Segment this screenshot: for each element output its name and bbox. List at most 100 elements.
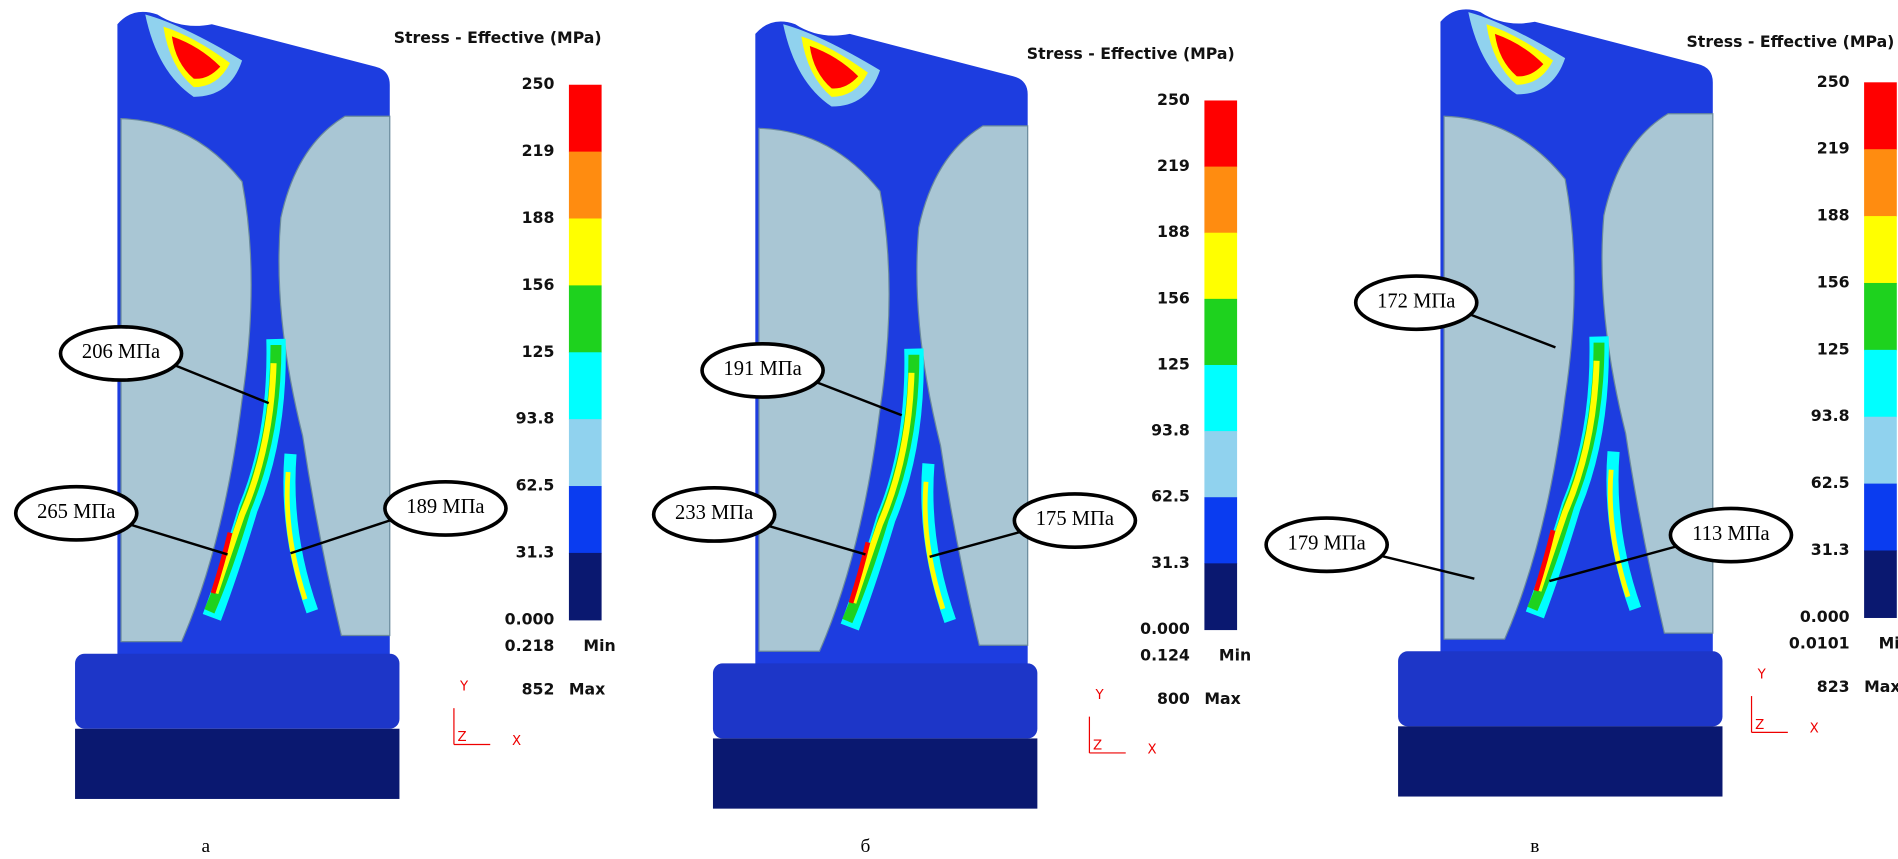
- axis-z-label: Z: [1093, 739, 1102, 754]
- annotation-label: 206 МПа: [82, 341, 160, 363]
- legend-tick-label: 31.3: [1151, 553, 1190, 572]
- stress-band: [1535, 360, 1600, 592]
- color-bar-segment: [568, 552, 602, 621]
- leader-line: [1549, 543, 1683, 583]
- lobe-left: [1443, 115, 1575, 640]
- legend-tick-label: 219: [1817, 139, 1850, 158]
- leader-line: [124, 521, 228, 556]
- color-bar-segment: [568, 84, 602, 153]
- color-bar-segment: [1864, 216, 1897, 284]
- legend-max-value: 800: [1157, 689, 1190, 708]
- lobe-left: [120, 118, 252, 643]
- axis-y-label: Y: [1757, 667, 1767, 682]
- hot-spot: [171, 36, 221, 79]
- legend-title: Stress - Effective (MPa): [1027, 44, 1235, 63]
- color-bar-segment: [1204, 497, 1238, 564]
- legend-tick-label: 188: [1157, 222, 1190, 241]
- legend-tick-label: 93.8: [1811, 406, 1850, 425]
- stress-band: [850, 372, 915, 604]
- annotation-label: 233 МПа: [675, 502, 753, 524]
- annotation-label: 175 МПа: [1036, 508, 1114, 530]
- annotation-label: 113 МПа: [1692, 523, 1769, 545]
- legend-tick-label: 93.8: [516, 409, 555, 428]
- panel: Stress - Effective (MPa) 250 219 188 156 125 9…: [1264, 9, 1898, 857]
- panel: Stress - Effective (MPa) 250 219 188 156 125 9…: [13, 11, 616, 857]
- leader-line: [1464, 311, 1556, 349]
- annotation-label: 191 МПа: [723, 358, 801, 380]
- legend-tick-label: 31.3: [1811, 540, 1850, 559]
- color-bar-segment: [568, 151, 602, 220]
- legend-title: Stress - Effective (MPa): [1687, 32, 1895, 51]
- leader-line: [929, 529, 1027, 559]
- legend-tick-label: 31.3: [516, 542, 555, 561]
- color-bar-segment: [1204, 100, 1238, 168]
- legend-tick-label: 62.5: [1811, 473, 1850, 492]
- legend-tick-label: 250: [522, 74, 555, 93]
- color-bar-segment: [568, 352, 602, 420]
- annotation-label: 265 МПа: [37, 501, 115, 523]
- legend-max-value: 823: [1817, 677, 1850, 696]
- base: [1398, 651, 1723, 727]
- legend-tick-label: 0.000: [505, 609, 555, 628]
- legend-tick-label: 125: [1157, 354, 1190, 373]
- legend-max-label: Max: [1204, 689, 1240, 708]
- legend-tick-label: 250: [1157, 90, 1190, 109]
- annotation-ellipse: [651, 486, 777, 543]
- leader-line: [810, 378, 903, 417]
- axis-x-label: X: [512, 734, 521, 749]
- legend-max-label: Max: [569, 680, 605, 699]
- legend-tick-label: 125: [522, 342, 555, 361]
- axis-y-label: Y: [1094, 688, 1104, 703]
- color-bar-segment: [1864, 416, 1897, 485]
- caption: б: [861, 836, 871, 857]
- legend-tick-label: 62.5: [516, 476, 555, 495]
- legend-tick-label: 156: [1817, 272, 1850, 291]
- annotation-ellipse: [1012, 492, 1138, 549]
- axis-z-label: Z: [1755, 718, 1764, 733]
- annotation-ellipse: [13, 484, 139, 542]
- color-bar-segment: [568, 285, 602, 353]
- stress-band: [848, 541, 871, 604]
- legend-tick-label: 188: [1817, 206, 1850, 225]
- legend-tick-label: 156: [1157, 288, 1190, 307]
- legend-tick-label: 125: [1817, 339, 1850, 358]
- fea-model: [1398, 9, 1723, 797]
- base: [75, 653, 400, 729]
- legend-tick-label: 188: [522, 208, 555, 227]
- fea-model: [712, 21, 1038, 809]
- panel: Stress - Effective (MPa) 250 219 188 156 125 9…: [651, 21, 1251, 857]
- leader-line: [169, 362, 270, 405]
- annotation-ellipse: [383, 479, 508, 537]
- annotation-label: 189 МПа: [406, 496, 484, 518]
- color-bar-segment: [568, 486, 602, 554]
- legend-max-value: 852: [522, 680, 555, 699]
- color-bar-segment: [1864, 149, 1897, 217]
- legend-max-label: Max: [1864, 677, 1898, 696]
- fea-model: [75, 11, 400, 799]
- leader-line: [290, 516, 398, 555]
- annotation-ellipse: [1353, 274, 1479, 332]
- leader-line: [1374, 553, 1475, 580]
- legend-tick-label: 250: [1817, 72, 1850, 91]
- legend-min-label: Min: [1219, 646, 1251, 665]
- base-bottom: [75, 728, 400, 799]
- stress-band: [1606, 451, 1642, 611]
- color-bar-segment: [568, 419, 602, 487]
- base-bottom: [712, 738, 1038, 809]
- lobe-left: [758, 127, 890, 652]
- legend-min-value: 0.0101: [1789, 634, 1850, 653]
- lobe-right: [278, 115, 391, 637]
- legend-tick-label: 0.000: [1140, 619, 1190, 638]
- color-bar-segment: [568, 218, 602, 286]
- leader-line: [762, 523, 866, 556]
- axis-z-label: Z: [458, 730, 467, 745]
- color-bar-segment: [1864, 82, 1897, 150]
- annotation-ellipse: [1264, 516, 1390, 574]
- color-bar-segment: [1204, 364, 1238, 432]
- stress-band: [284, 471, 308, 600]
- lobe-right: [1601, 113, 1714, 634]
- color-bar-segment: [1204, 166, 1238, 234]
- color-bar-segment: [1864, 550, 1897, 618]
- caption: в: [1530, 836, 1539, 857]
